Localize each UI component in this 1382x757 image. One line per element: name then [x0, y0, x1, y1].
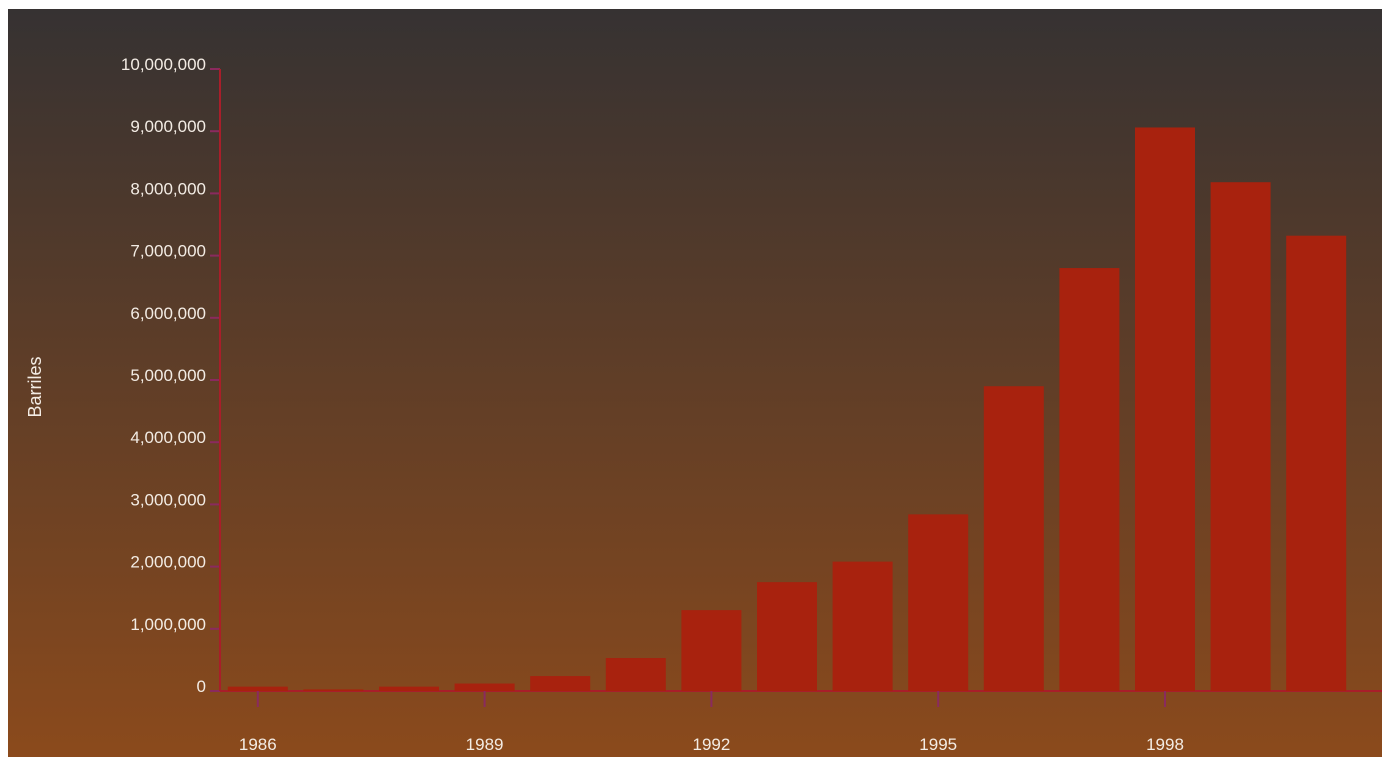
bar-1996	[983, 386, 1044, 691]
bar-1998	[1135, 127, 1195, 691]
x-tick-label: 1992	[692, 735, 730, 754]
x-tick-label: 1989	[466, 735, 504, 754]
y-axis: 0 1,000,000 2,000,000 3,000,000 4,000,000 5,0…	[121, 55, 1382, 696]
bar-1995	[908, 514, 969, 691]
y-axis-title: Barriles	[25, 356, 45, 417]
y-tick-label: 4,000,000	[130, 428, 206, 447]
bar-chart: Barriles 0 1,000,000 2,000,000 3,000,000 4,0…	[8, 9, 1382, 757]
bar-1988	[379, 686, 439, 691]
bar-1990	[530, 676, 591, 691]
bar-1992	[681, 610, 742, 691]
y-tick-label: 5,000,000	[130, 366, 206, 385]
bars-group	[227, 127, 1347, 692]
x-tick-label: 1998	[1146, 735, 1184, 754]
y-tick-label: 9,000,000	[130, 117, 206, 136]
x-axis: 1986 1989 1992 1995 1998	[239, 691, 1184, 754]
bar-1999	[1210, 182, 1271, 692]
y-tick-label: 3,000,000	[130, 490, 206, 509]
bar-1989	[454, 683, 515, 691]
y-tick-label: 0	[197, 677, 206, 696]
y-tick-label: 7,000,000	[130, 242, 206, 261]
y-tick-label: 6,000,000	[130, 304, 206, 323]
x-tick-label: 1986	[239, 735, 277, 754]
y-tick-label: 8,000,000	[130, 179, 206, 198]
bar-1986	[227, 686, 288, 691]
bar-1993	[757, 582, 817, 691]
x-tick-label: 1995	[919, 735, 957, 754]
chart-container: Barriles 0 1,000,000 2,000,000 3,000,000 4,0…	[8, 9, 1382, 757]
bar-1997	[1059, 268, 1120, 691]
bar-1987	[303, 689, 364, 691]
y-tick-label: 1,000,000	[130, 615, 206, 634]
y-tick-label: 2,000,000	[130, 553, 206, 572]
y-tick-label: 10,000,000	[121, 55, 206, 74]
bar-2000	[1286, 235, 1347, 692]
bar-1994	[832, 561, 893, 691]
bar-1991	[605, 658, 666, 691]
